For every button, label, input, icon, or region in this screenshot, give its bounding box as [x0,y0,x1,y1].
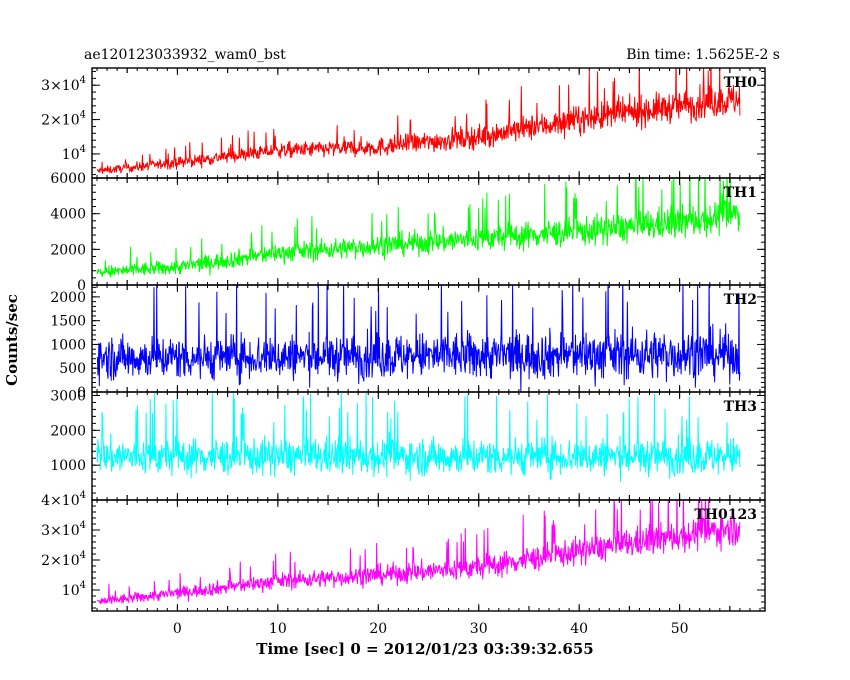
object-name-label: ae120123033932_wam0_bst [84,47,286,63]
y-tick-label: 6000 [50,171,86,187]
y-tick-label: 3×104 [41,75,86,94]
x-tick-label: 10 [269,621,287,637]
y-axis-label: Counts/sec [3,294,21,386]
series-line-th1 [96,178,741,278]
panel-th1: 0 2000 4000 6000 TH1 [50,171,766,294]
x-axis: 0 10 20 30 40 50 [173,621,689,637]
panel-label-th1: TH1 [724,185,757,201]
y-tick-label: 2×104 [41,110,86,129]
y-tick-label: 3000 [50,388,86,404]
panel-frame [91,499,766,612]
x-tick-label: 0 [173,621,182,637]
y-tick-label: 1500 [50,314,86,330]
y-tick-label: 104 [62,580,86,599]
panel-th0: 104 2×104 3×104 TH0 [41,67,766,179]
y-tick-label: 500 [59,361,86,377]
panel-th3: 1000 2000 3000 TH3 [50,388,766,501]
y-tick-label: 2000 [50,423,86,439]
panel-label-th0: TH0 [724,75,758,91]
series-line-th3 [96,392,741,482]
x-tick-label: 30 [470,621,488,637]
y-tick-label: 4×104 [41,490,86,509]
y-tick-label: 2000 [50,242,86,258]
y-tick-label: 0 [77,278,86,294]
x-tick-label: 50 [671,621,689,637]
series-line-th0 [96,68,741,174]
y-tick-label: 1000 [50,458,86,474]
panel-label-th2: TH2 [724,292,757,308]
y-tick-label: 4000 [50,207,86,223]
panel-label-th0123: TH0123 [694,507,757,523]
x-tick-label: 20 [369,621,387,637]
y-tick-label: 0 [77,385,86,401]
y-tick-label: 2×104 [41,550,86,569]
x-tick-label: 40 [570,621,588,637]
panel-th0123: 104 2×104 3×104 4×104 TH0123 [41,490,766,612]
y-tick-label: 104 [62,144,86,163]
series-line-th0123 [96,500,741,605]
panel-th2: 0 500 1000 1500 2000 TH2 [50,284,766,401]
panel-label-th3: TH3 [724,399,757,415]
bin-time-label: Bin time: 1.5625E-2 s [626,47,780,63]
y-tick-label: 3×104 [41,520,86,539]
x-axis-label: Time [sec] 0 = 2012/01/23 03:39:32.655 [256,640,593,658]
series-line-th2 [96,285,741,392]
y-tick-label: 2000 [50,290,86,306]
y-tick-label: 1000 [50,337,86,353]
